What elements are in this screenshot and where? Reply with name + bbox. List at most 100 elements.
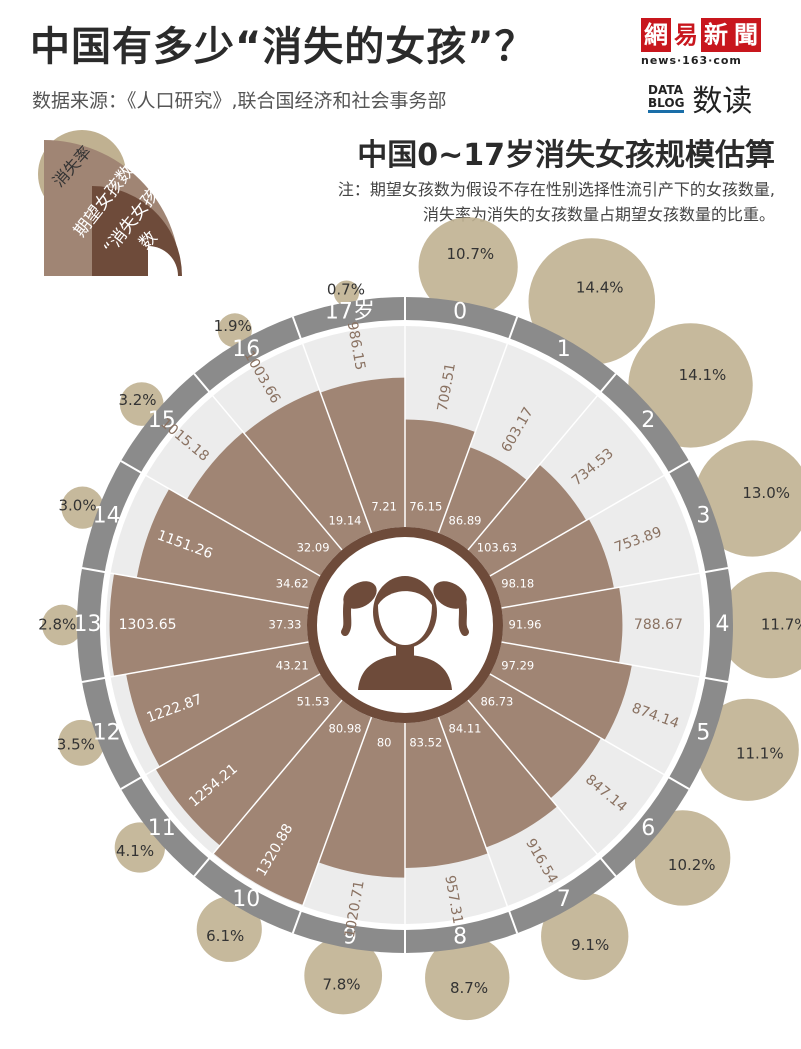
missing-value-label: 19.14 [329, 514, 362, 528]
missing-value-label: 84.11 [449, 721, 482, 735]
rate-value-label: 6.1% [206, 927, 244, 945]
age-label: 12 [93, 721, 121, 746]
missing-value-label: 80.98 [329, 721, 362, 735]
sector-divider [302, 343, 373, 534]
rate-value-label: 0.7% [327, 280, 365, 298]
sector-divider [145, 673, 321, 776]
missing-value-label: 7.21 [371, 499, 397, 513]
logo-url: news·163·com [641, 54, 742, 67]
ring-divider [291, 907, 303, 934]
logo-char: 易 [671, 18, 701, 52]
rate-bubble [628, 323, 753, 448]
sector-divider [437, 343, 508, 534]
legend-inner-wedge [148, 246, 178, 276]
expected-bar [136, 488, 321, 608]
expected-bar [126, 642, 321, 767]
missing-value-label: 34.62 [276, 576, 309, 590]
age-label: 7 [557, 887, 571, 912]
rate-bubble [541, 892, 629, 980]
chart-subtitle: 中国0~17岁消失女孩规模估算 [357, 138, 775, 173]
rate-bubble [114, 822, 166, 873]
ring-divider [120, 460, 145, 476]
data-source: 数据来源：《人口研究》,联合国经济和社会事务部 [32, 90, 447, 112]
logo-char: 新 [701, 18, 731, 52]
age-label: 3 [696, 503, 710, 528]
ring-divider [665, 774, 690, 790]
missing-value-label: 43.21 [276, 659, 309, 673]
rate-value-label: 9.1% [571, 936, 609, 954]
rate-bubbles [41, 217, 801, 1021]
sector-divider [302, 716, 373, 907]
sector-divider [145, 474, 321, 577]
rate-value-label: 11.7% [761, 616, 801, 634]
age-label: 1 [557, 337, 571, 362]
missing-value-label: 51.53 [297, 695, 330, 709]
note-line-1: 注：期望女孩数为假设不存在性别选择性流引产下的女孩数量, [337, 180, 775, 199]
missing-value-label: 83.52 [409, 736, 442, 750]
expected-value-label: 1303.65 [119, 617, 177, 633]
expected-bar [405, 717, 489, 868]
sector-divider [212, 699, 343, 855]
rate-value-label: 1.9% [214, 317, 252, 335]
expected-bar [320, 377, 405, 533]
rate-value-label: 13.0% [742, 484, 790, 502]
expected-bar [318, 717, 405, 878]
rate-value-label: 10.2% [668, 856, 716, 874]
rate-bubble [634, 810, 731, 906]
page-title: 中国有多少“消失的女孩”？ [30, 24, 536, 70]
missing-value-label: 32.09 [297, 540, 330, 554]
ring-divider [81, 676, 109, 683]
rate-bubble [41, 604, 83, 646]
age-label: 11 [148, 816, 176, 841]
expected-bar [467, 674, 601, 799]
rate-value-label: 3.0% [58, 496, 96, 514]
ring-divider [701, 676, 729, 683]
rate-value-label: 10.7% [446, 245, 494, 263]
chart-bars [109, 326, 700, 924]
expected-bar [186, 432, 343, 576]
expected-bar [213, 700, 372, 906]
chart-labels: 01234567891011121314151617岁709.51603.177… [38, 245, 801, 997]
rate-bubble [61, 486, 104, 529]
age-label: 4 [716, 612, 730, 637]
age-label: 10 [232, 887, 260, 912]
rate-value-label: 2.8% [38, 616, 76, 634]
legend: 消失率 期望女孩数 “消失女孩” 数 [38, 130, 182, 276]
missing-value-label: 37.33 [269, 618, 302, 632]
rate-bubble [696, 698, 799, 801]
rate-bubble [528, 238, 656, 365]
age-label: 13 [74, 612, 102, 637]
sector-divider [501, 572, 700, 609]
sector-divider [110, 641, 309, 678]
ring-divider [120, 774, 145, 790]
sector-divider [501, 641, 700, 678]
rate-bubble [58, 719, 105, 766]
missing-value-label: 91.96 [509, 618, 542, 632]
rate-bubble [196, 896, 262, 962]
logo-char: 網 [641, 18, 671, 52]
sector-divider [212, 395, 343, 551]
sector-divider [467, 395, 598, 551]
age-label: 5 [696, 721, 710, 746]
ring-divider [665, 460, 690, 476]
missing-value-label: 86.73 [480, 695, 513, 709]
rate-bubble [304, 936, 383, 1015]
rate-bubble [418, 217, 518, 317]
rate-value-label: 3.5% [57, 735, 95, 753]
datablog-tag: DATA BLOG [648, 83, 685, 113]
missing-value-label: 103.63 [477, 540, 517, 554]
ring-divider [193, 854, 213, 877]
datablog-logo: DATA BLOG 数读 [648, 76, 752, 120]
rate-bubble [119, 382, 164, 426]
age-label: 6 [641, 816, 655, 841]
expected-bar [405, 419, 476, 533]
expected-value-label: 788.67 [634, 617, 683, 633]
ring-divider [507, 907, 519, 934]
sector-divider [489, 474, 665, 577]
sector-divider [437, 716, 508, 907]
rate-value-label: 7.8% [322, 976, 360, 994]
expected-bar [438, 700, 558, 848]
missing-value-label: 80 [377, 736, 392, 750]
missing-value-label: 97.29 [501, 659, 534, 673]
